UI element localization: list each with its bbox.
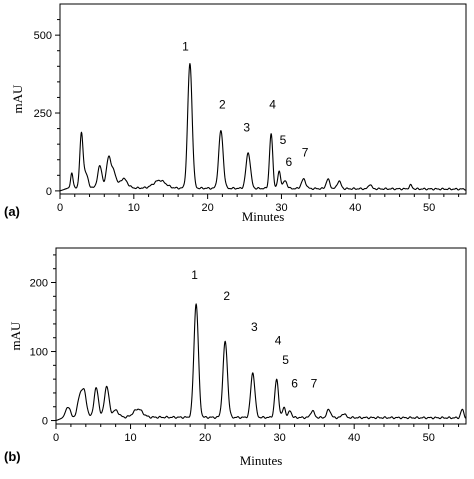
peak-label: 1 — [191, 268, 198, 282]
x-tick-label: 40 — [349, 202, 361, 214]
x-tick-label: 0 — [57, 202, 63, 214]
x-tick-label: 50 — [423, 432, 435, 444]
panel-label: (b) — [4, 449, 21, 464]
x-tick-label: 10 — [128, 202, 140, 214]
x-axis-title: Minutes — [240, 453, 283, 468]
chromatogram-trace — [55, 303, 467, 422]
x-tick-label: 40 — [348, 432, 360, 444]
x-tick-label: 10 — [124, 432, 136, 444]
x-tick-label: 0 — [53, 432, 59, 444]
peak-label: 3 — [243, 121, 250, 135]
peak-label: 2 — [223, 289, 230, 303]
x-tick-label: 20 — [202, 202, 214, 214]
y-axis-title: mAU — [10, 84, 25, 114]
y-tick-label: 0 — [46, 186, 52, 198]
peak-label: 6 — [285, 155, 292, 169]
peak-label: 7 — [311, 376, 318, 390]
panel-label: (a) — [4, 204, 20, 219]
chromatogram-trace — [59, 62, 467, 192]
x-tick-label: 50 — [423, 202, 435, 214]
x-axis-title: Minutes — [242, 209, 285, 224]
peak-label: 5 — [280, 133, 287, 147]
peak-label: 2 — [219, 97, 226, 111]
y-tick-label: 250 — [34, 108, 52, 120]
x-tick-label: 30 — [274, 432, 286, 444]
x-tick-label: 20 — [199, 432, 211, 444]
y-axis-title: mAU — [8, 321, 23, 351]
y-tick-label: 200 — [30, 278, 48, 290]
y-tick-label: 100 — [30, 347, 48, 359]
peak-label: 1 — [182, 40, 189, 54]
plot-frame — [59, 3, 467, 195]
peak-label: 4 — [275, 334, 282, 348]
x-tick-label: 30 — [275, 202, 287, 214]
y-tick-label: 500 — [34, 30, 52, 42]
peak-label: 7 — [302, 146, 309, 160]
plot-frame — [55, 247, 467, 425]
peak-label: 3 — [251, 320, 258, 334]
peak-label: 6 — [291, 376, 298, 390]
y-tick-label: 0 — [42, 416, 48, 428]
peak-label: 5 — [282, 353, 289, 367]
chromatogram-panel-b: 0 10 20 30 40 50 0 100 200 Minutes mAU (b) 1 2 3 456 7 — [4, 247, 467, 468]
peak-label: 4 — [269, 97, 276, 111]
